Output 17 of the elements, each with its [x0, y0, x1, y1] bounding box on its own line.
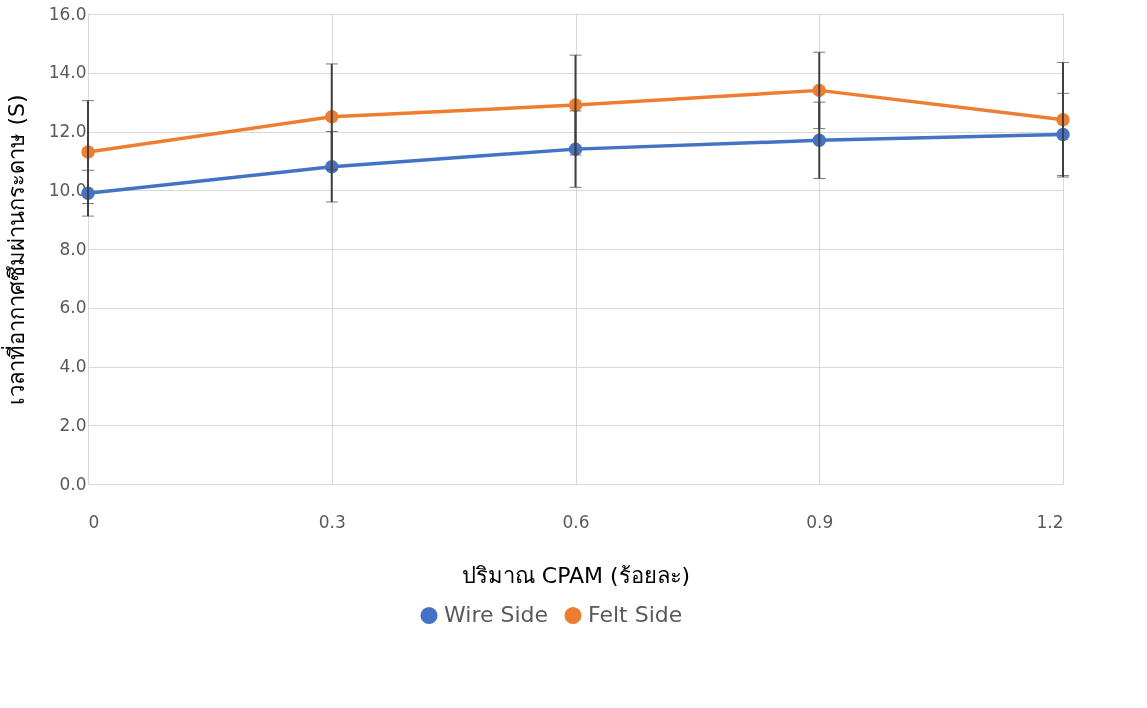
x-tick-label: 0.9	[806, 511, 834, 532]
x-tick-label: 0.6	[562, 511, 590, 532]
y-tick-label: 6.0	[59, 297, 87, 318]
y-tick-label: 8.0	[59, 238, 87, 259]
x-tick-label: 0	[88, 511, 100, 532]
y-axis-title: เวลาที่อากาศซึมผ่านกระดาษ (S)	[0, 94, 29, 405]
y-tick-label: 4.0	[59, 356, 87, 376]
legend-label: Felt Side	[588, 602, 683, 628]
y-tick-label: 16.0	[48, 3, 87, 24]
y-tick-label: 0.0	[59, 473, 87, 494]
x-tick-label: 1.2	[1036, 511, 1064, 532]
legend-label: Wire Side	[444, 602, 549, 628]
y-tick-label: 14.0	[48, 62, 87, 83]
y-tick-label: 2.0	[59, 414, 87, 435]
x-axis-title: ปริมาณ CPAM (ร้อยละ)	[461, 562, 691, 588]
y-tick-label: 12.0	[48, 121, 87, 141]
x-tick-label: 0.3	[318, 511, 346, 532]
